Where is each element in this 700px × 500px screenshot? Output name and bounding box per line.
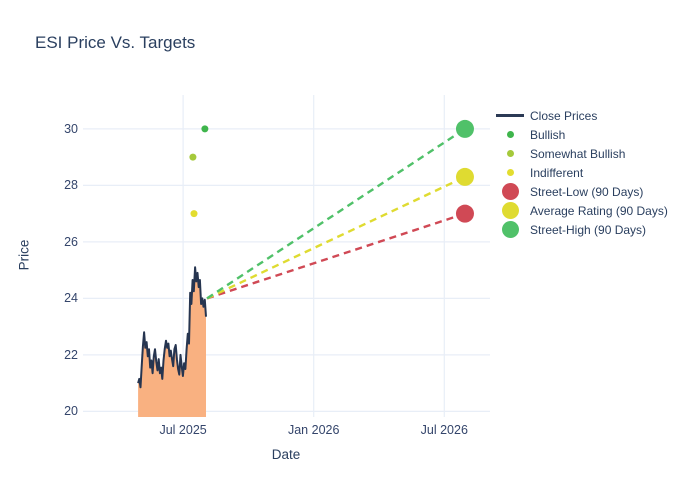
target-circle <box>455 167 474 186</box>
legend-item-label: Indifferent <box>530 165 584 180</box>
y-axis-title: Price <box>16 239 32 271</box>
legend-line-icon <box>495 114 525 117</box>
legend-item[interactable]: Street-Low (90 Days) <box>495 182 668 201</box>
legend-dot-icon <box>495 202 525 219</box>
legend-marker-shape <box>496 114 524 117</box>
legend-item[interactable]: Somewhat Bullish <box>495 144 668 163</box>
legend-marker-shape <box>506 169 514 176</box>
target-circle <box>455 119 474 138</box>
target-projection-line <box>206 127 466 300</box>
x-tick-label: Jul 2026 <box>420 423 468 437</box>
plot-area[interactable] <box>83 95 490 417</box>
rating-dot <box>201 125 209 133</box>
close-price-fill <box>138 267 206 417</box>
legend-marker-shape <box>506 131 514 138</box>
y-tick-label: 30 <box>64 121 78 136</box>
legend-item-label: Somewhat Bullish <box>530 146 626 161</box>
legend-item-label: Average Rating (90 Days) <box>530 203 668 218</box>
legend-marker-shape <box>506 150 514 157</box>
target-projection-line <box>206 212 466 300</box>
legend-item-label: Street-High (90 Days) <box>530 222 647 237</box>
legend: Close Prices Bullish Somewhat Bullish Indif… <box>495 106 668 239</box>
legend-item-label: Street-Low (90 Days) <box>530 184 644 199</box>
y-tick-label: 26 <box>64 234 78 249</box>
legend-item[interactable]: Average Rating (90 Days) <box>495 201 668 220</box>
legend-dot-icon <box>495 221 525 238</box>
legend-item[interactable]: Indifferent <box>495 163 668 182</box>
legend-dot-icon <box>495 131 525 138</box>
legend-item[interactable]: Close Prices <box>495 106 668 125</box>
legend-marker-shape <box>501 221 519 238</box>
target-projection-line <box>206 175 466 300</box>
legend-marker-shape <box>501 202 519 219</box>
chart-title: ESI Price Vs. Targets <box>35 33 196 52</box>
legend-item[interactable]: Street-High (90 Days) <box>495 220 668 239</box>
legend-marker-shape <box>501 183 519 200</box>
y-tick-label: 22 <box>64 347 78 362</box>
y-tick-label: 20 <box>64 404 78 419</box>
rating-dot <box>190 210 198 218</box>
rating-dot <box>189 153 197 161</box>
y-tick-label: 28 <box>64 178 78 193</box>
legend-dot-icon <box>495 169 525 176</box>
close-price-line <box>137 266 207 389</box>
x-tick-label: Jan 2026 <box>287 423 340 437</box>
target-circle <box>455 204 474 223</box>
legend-item[interactable]: Bullish <box>495 125 668 144</box>
legend-item-label: Close Prices <box>530 108 598 123</box>
legend-dot-icon <box>495 183 525 200</box>
x-axis-title: Date <box>271 447 301 462</box>
legend-dot-icon <box>495 150 525 157</box>
y-tick-label: 24 <box>64 291 78 306</box>
x-tick-label: Jul 2025 <box>159 423 207 437</box>
legend-item-label: Bullish <box>530 127 566 142</box>
